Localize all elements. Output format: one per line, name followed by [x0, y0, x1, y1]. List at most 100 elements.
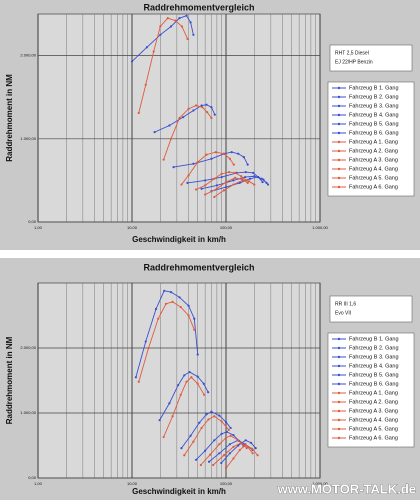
data-point [230, 151, 233, 154]
data-point [178, 296, 181, 299]
legend-marker [337, 95, 341, 99]
data-point [187, 314, 190, 317]
data-point [215, 187, 218, 190]
data-point [237, 439, 240, 442]
data-point [213, 177, 216, 180]
data-point [166, 17, 169, 20]
data-point [222, 454, 226, 457]
data-point [205, 413, 208, 416]
x-tick-label: 1.000,00 [312, 225, 328, 230]
data-point [207, 418, 210, 421]
legend-label: Fahrzeug B 3. Gang [349, 354, 399, 360]
data-point [169, 291, 173, 294]
data-point [186, 181, 189, 184]
data-point [207, 460, 211, 463]
x-tick-label: 100,00 [220, 481, 233, 486]
data-point [168, 124, 171, 127]
data-point [228, 170, 231, 174]
series-line [159, 371, 209, 421]
series-line [138, 17, 188, 114]
annotation-box [329, 295, 413, 323]
data-point [196, 382, 199, 385]
data-point [232, 163, 235, 166]
data-point [262, 178, 265, 181]
data-point [213, 439, 216, 442]
data-point [228, 443, 231, 446]
legend-label: Fahrzeug A 2. Gang [349, 399, 398, 405]
data-point [201, 106, 204, 109]
data-point [248, 177, 252, 180]
data-point [253, 183, 256, 186]
data-point [222, 189, 226, 192]
series-line [138, 301, 195, 382]
data-point [178, 17, 181, 20]
data-point [194, 104, 198, 107]
data-point [244, 439, 247, 442]
data-point [145, 46, 148, 49]
legend-label: Fahrzeug B 2. Gang [349, 94, 399, 100]
legend-label: Fahrzeug B 5. Gang [349, 372, 399, 378]
data-point [213, 415, 216, 418]
data-point [229, 426, 232, 430]
data-point [234, 176, 237, 180]
data-point [266, 183, 270, 186]
legend-marker [337, 364, 341, 368]
data-point [169, 25, 173, 28]
legend-label: Fahrzeug A 5. Gang [349, 426, 398, 432]
data-point [247, 180, 250, 183]
data-point [232, 183, 235, 186]
data-point [210, 106, 213, 109]
data-point [200, 104, 203, 107]
legend-label: Fahrzeug B 6. Gang [349, 130, 399, 136]
legend-marker [337, 427, 341, 431]
data-point [232, 434, 235, 437]
data-point [192, 109, 195, 112]
data-point [244, 443, 247, 446]
data-point [157, 317, 160, 320]
data-point [159, 25, 162, 28]
x-tick-label: 10,00 [127, 481, 138, 486]
data-point [185, 14, 188, 17]
legend-marker [337, 104, 341, 108]
legend-box [327, 332, 415, 448]
data-point [204, 179, 207, 182]
data-point [171, 300, 174, 303]
legend-marker [337, 149, 341, 153]
data-point [229, 434, 232, 437]
legend-marker [337, 418, 341, 422]
legend-marker [337, 409, 341, 413]
legend-marker [337, 400, 341, 404]
data-point [239, 441, 242, 444]
y-tick-label: 2.000,00 [20, 345, 36, 350]
data-point [159, 33, 162, 36]
data-point [227, 428, 230, 431]
data-point [224, 436, 228, 439]
data-point [179, 305, 182, 309]
data-point [253, 175, 256, 178]
data-point [172, 165, 175, 169]
data-point [206, 111, 209, 114]
data-point [189, 434, 192, 437]
series-line [181, 411, 231, 449]
data-point [169, 137, 173, 140]
data-point [207, 391, 210, 394]
x-tick-label: 1,00 [34, 225, 43, 230]
series-line [181, 151, 235, 185]
data-point [251, 447, 254, 450]
data-point [180, 25, 184, 28]
legend-marker [337, 140, 341, 144]
data-point [134, 376, 137, 379]
legend-marker [337, 158, 341, 162]
data-point [196, 375, 199, 378]
x-tick-label: 10,00 [127, 225, 138, 230]
data-point [228, 452, 231, 455]
legend-label: Fahrzeug B 1. Gang [349, 85, 399, 91]
data-point [137, 380, 140, 383]
data-point [187, 107, 190, 110]
legend-marker [337, 131, 341, 135]
legend-label: Fahrzeug B 2. Gang [349, 345, 399, 351]
data-point [261, 180, 264, 184]
data-point [232, 179, 235, 182]
data-point [234, 171, 237, 175]
legend-label: Fahrzeug B 4. Gang [349, 112, 399, 118]
